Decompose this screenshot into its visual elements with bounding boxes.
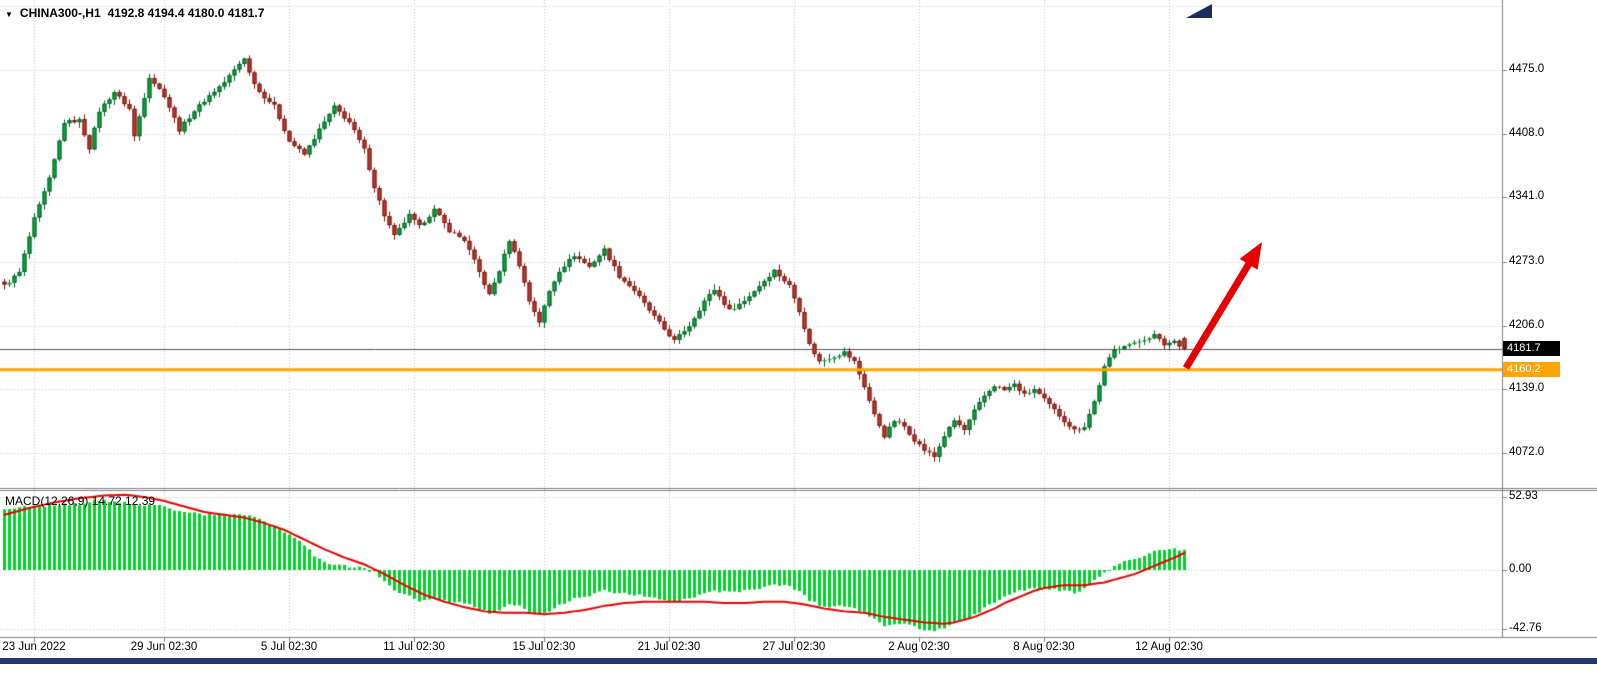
price-tick-label: 4475.0 — [1509, 63, 1545, 75]
macd-tick-label: -42.76 — [1509, 622, 1542, 634]
macd-tick-label: 0.00 — [1509, 563, 1532, 575]
price-tick-label: 4273.0 — [1509, 255, 1545, 267]
time-tick-label: 23 Jun 2022 — [2, 641, 66, 653]
time-tick-label: 12 Aug 02:30 — [1135, 641, 1203, 653]
symbol-title: CHINA300-,H1 — [19, 6, 101, 20]
time-tick-label: 15 Jul 02:30 — [512, 641, 576, 653]
macd-indicator-label: MACD(12,26,9) 14.72 12.39 — [5, 494, 156, 508]
symbol-dropdown-icon: ▼ — [5, 9, 13, 19]
time-tick-label: 21 Jul 02:30 — [637, 641, 701, 653]
time-tick-label: 8 Aug 02:30 — [1013, 641, 1075, 653]
macd-tick-label: 52.93 — [1509, 490, 1538, 502]
ohlc-values: 4192.8 4194.4 4180.0 4181.7 — [107, 6, 265, 20]
time-tick-label: 2 Aug 02:30 — [888, 641, 950, 653]
time-axis[interactable]: 23 Jun 2022 29 Jun 02:30 5 Jul 02:30 11 … — [0, 637, 1597, 661]
window-bottom-border — [0, 658, 1597, 664]
price-tick-label: 4206.0 — [1509, 319, 1545, 331]
price-tick-label: 4072.0 — [1509, 446, 1545, 458]
price-tick-label: 4139.0 — [1509, 382, 1545, 394]
price-tick-label: 4408.0 — [1509, 127, 1545, 139]
price-tick-label: 4341.0 — [1509, 190, 1545, 202]
chart-header: ▼ CHINA300-,H1 4192.8 4194.4 4180.0 4181… — [5, 6, 264, 20]
last-price-badge: 4181.7 — [1503, 341, 1560, 356]
time-tick-label: 27 Jul 02:30 — [762, 641, 826, 653]
time-tick-label: 5 Jul 02:30 — [260, 641, 318, 653]
time-tick-label: 11 Jul 02:30 — [383, 641, 445, 653]
time-tick-label: 29 Jun 02:30 — [130, 641, 198, 653]
price-axis[interactable]: 4475.0 4408.0 4341.0 4273.0 4206.0 4139.… — [1502, 0, 1597, 637]
support-level-badge: 4160.2 — [1503, 362, 1560, 377]
